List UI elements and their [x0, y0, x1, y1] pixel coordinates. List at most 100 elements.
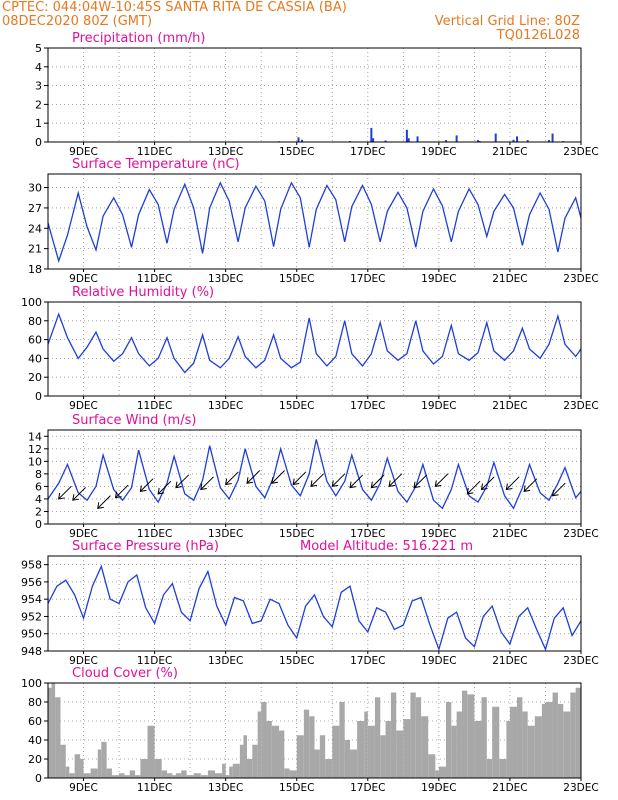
- y-tick-label: 1: [35, 117, 42, 130]
- panel-frame: [47, 555, 582, 652]
- cloud-bar: [232, 763, 240, 778]
- cloud-bar: [200, 775, 208, 778]
- wind-arrow-shaft: [271, 470, 285, 484]
- y-tick-label: 2: [35, 98, 42, 111]
- x-tick-label: 13DEC: [208, 655, 243, 667]
- precip-bar: [516, 136, 519, 142]
- series-line-wind: [47, 439, 582, 510]
- x-tick-label: 19DEC: [421, 273, 456, 285]
- wind-arrow: [480, 476, 495, 491]
- cloud-bar: [438, 766, 446, 778]
- cloud-bar: [344, 740, 351, 778]
- cloud-bar: [119, 773, 125, 778]
- series-line-pres: [47, 564, 582, 652]
- cloud-bar: [545, 702, 553, 778]
- cloud-bar: [215, 773, 223, 778]
- cloud-bar: [271, 725, 279, 778]
- cloud-bar: [48, 687, 52, 778]
- wind-arrow-shaft: [200, 476, 214, 490]
- cloud-bar: [147, 725, 155, 778]
- wind-arrow-head: [331, 480, 339, 488]
- wind-arrow-head: [551, 489, 559, 497]
- precip-bar: [455, 135, 458, 142]
- x-tick-label: 11DEC: [137, 782, 172, 794]
- cloud-bar: [506, 721, 510, 778]
- cloud-bar: [167, 773, 173, 778]
- x-tick-label: 17DEC: [350, 782, 385, 794]
- wind-arrow: [225, 471, 239, 486]
- wind-arrow-shaft: [370, 474, 385, 489]
- wind-arrow-shaft: [246, 470, 261, 484]
- y-tick-label: 4: [35, 61, 42, 74]
- precip-bar: [476, 140, 479, 142]
- x-tick-label: 19DEC: [421, 782, 456, 794]
- cloud-bar: [517, 697, 523, 778]
- cloud-bar: [552, 692, 558, 778]
- cloud-bar: [296, 735, 304, 778]
- wind-arrow-head: [58, 492, 65, 500]
- y-tick-label: 100: [21, 677, 42, 690]
- panel-temp: Surface Temperature (nC) 18 21 24 27 30 9DEC 11…: [28, 157, 599, 285]
- cloud-bar: [428, 754, 436, 778]
- panel-frame: [47, 682, 582, 779]
- cloud-bar: [239, 744, 244, 778]
- x-tick-label: 11DEC: [137, 528, 172, 540]
- cloud-bar: [435, 770, 439, 778]
- x-tick-label: 9DEC: [69, 273, 98, 285]
- wind-arrow-head: [480, 483, 488, 491]
- wind-arrow: [413, 474, 428, 489]
- cloud-bar: [207, 770, 216, 778]
- header-code: TQ0126L028: [496, 28, 580, 43]
- y-tick-label: 952: [21, 610, 42, 623]
- cloud-bar: [135, 775, 141, 778]
- y-tick-label: 0: [35, 518, 42, 531]
- panel-title: Precipitation (mm/h): [72, 31, 205, 46]
- cloud-bar: [229, 766, 233, 778]
- cloud-bar: [266, 721, 272, 778]
- wind-arrow: [97, 495, 111, 509]
- series-line-temp: [47, 181, 582, 264]
- wind-arrow-shaft: [506, 476, 520, 490]
- wind-arrow-shaft: [115, 484, 129, 499]
- panel-title: Surface Pressure (hPa): [72, 539, 219, 554]
- wind-arrow-shaft: [175, 474, 190, 489]
- precip-bar: [297, 137, 300, 142]
- header-location: CPTEC: 044:04W-10:45S SANTA RITA DE CASS…: [2, 0, 347, 15]
- wind-arrow: [114, 484, 129, 499]
- series-line-rh: [47, 312, 582, 374]
- cloud-bar: [415, 697, 422, 778]
- cloud-bar: [456, 711, 462, 778]
- panel-title: Surface Temperature (nC): [72, 157, 240, 172]
- cloud-bar: [350, 749, 358, 778]
- cloud-bar: [161, 770, 168, 778]
- cloud-bar: [243, 735, 247, 778]
- wind-arrow: [271, 470, 285, 484]
- cloud-bar: [499, 759, 507, 778]
- cloud-bar: [374, 697, 381, 778]
- cloud-bar: [222, 763, 226, 778]
- cloud-bar: [509, 706, 518, 778]
- x-tick-label: 9DEC: [69, 146, 98, 158]
- x-tick-label: 15DEC: [279, 655, 314, 667]
- x-tick-label: 9DEC: [69, 528, 98, 540]
- precip-bar: [526, 140, 529, 142]
- wind-arrow-shaft: [292, 471, 307, 485]
- cloud-bar: [106, 768, 112, 778]
- wind-arrow-head: [246, 477, 254, 484]
- wind-arrow-head: [225, 478, 232, 486]
- precip-bar: [372, 138, 375, 142]
- cloud-bar: [111, 775, 120, 778]
- y-tick-label: 24: [28, 222, 42, 235]
- wind-arrow-head: [200, 483, 207, 491]
- cloud-bar: [390, 692, 397, 778]
- y-tick-label: 0: [35, 390, 42, 403]
- wind-arrow-shaft: [552, 482, 566, 497]
- cloud-bar: [314, 749, 320, 778]
- y-tick-label: 0: [35, 136, 42, 149]
- cloud-bar: [69, 773, 75, 778]
- cloud-bar: [83, 773, 91, 778]
- cloud-bar: [461, 690, 468, 778]
- cloud-bar: [481, 697, 487, 778]
